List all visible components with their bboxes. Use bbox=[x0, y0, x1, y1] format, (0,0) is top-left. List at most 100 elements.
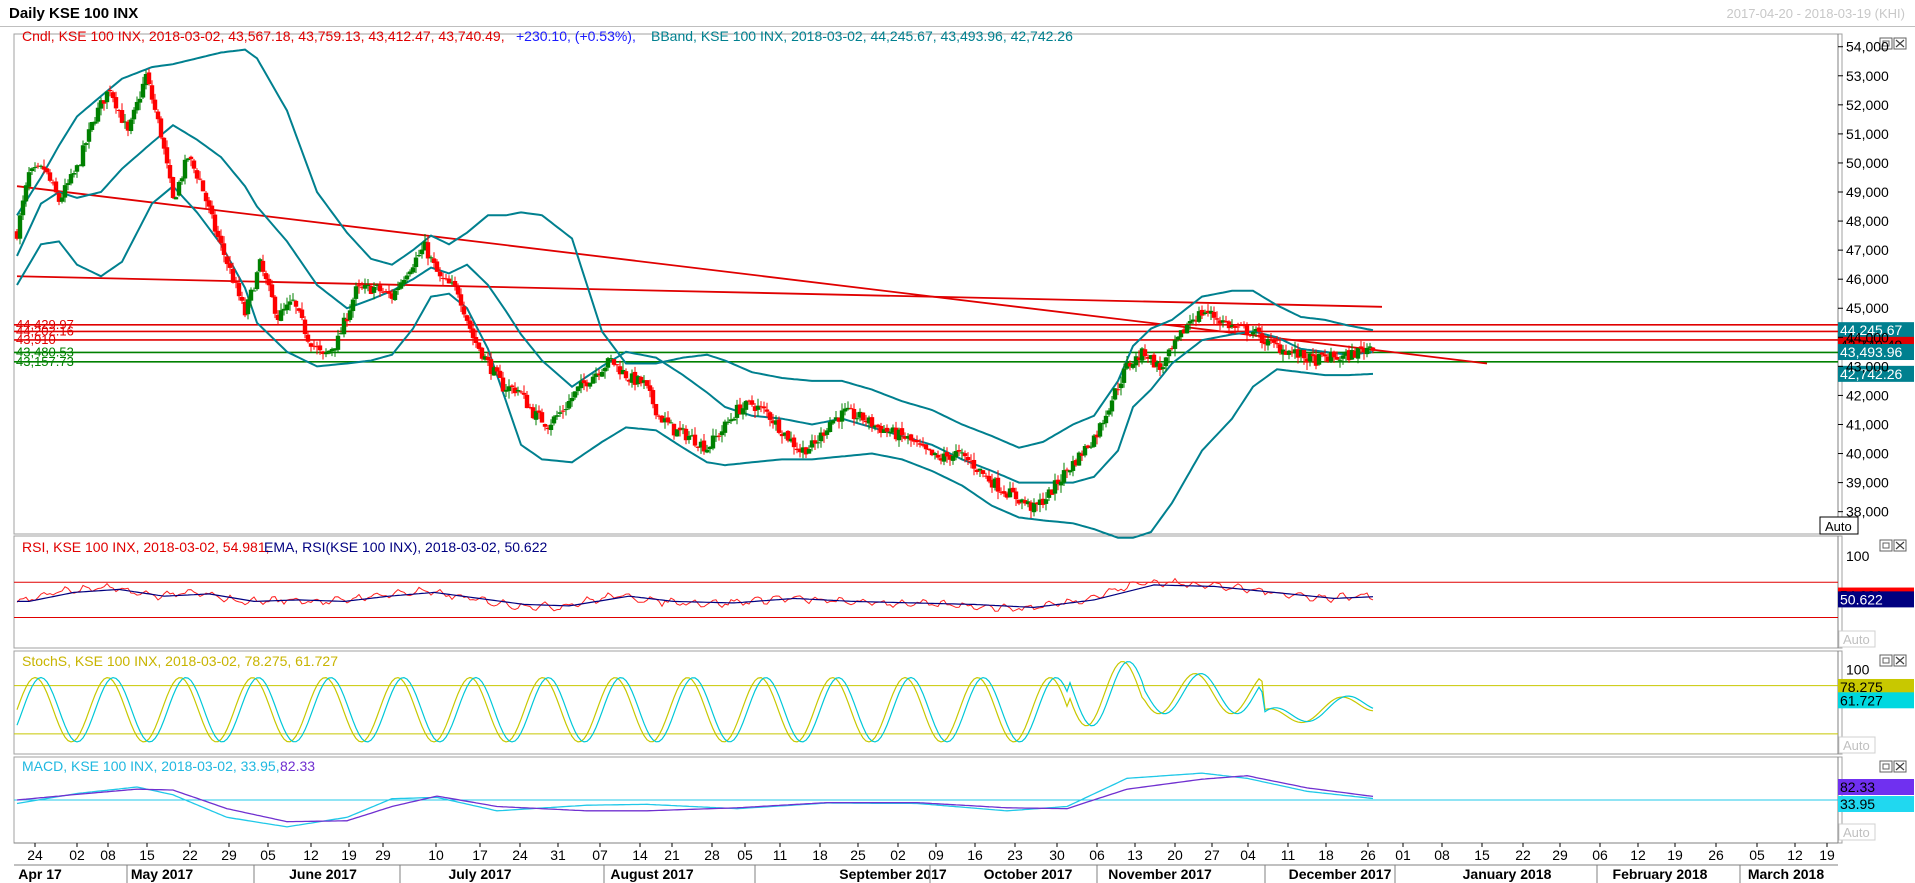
candle bbox=[149, 80, 155, 104]
candle bbox=[1199, 305, 1205, 319]
candle bbox=[152, 93, 158, 113]
panel-restore-icon bbox=[1879, 760, 1893, 773]
candle bbox=[632, 366, 638, 391]
candle bbox=[926, 448, 932, 451]
candle bbox=[722, 419, 728, 437]
candle bbox=[1259, 325, 1265, 349]
chart-title: Daily KSE 100 INX bbox=[9, 5, 139, 22]
candle bbox=[92, 116, 98, 126]
candle bbox=[662, 412, 668, 429]
price-axis-label: 54,000 bbox=[1846, 39, 1889, 55]
candle bbox=[218, 229, 224, 251]
candle-body bbox=[905, 436, 911, 439]
candle-body bbox=[455, 286, 461, 295]
candle bbox=[452, 276, 458, 291]
candle bbox=[209, 200, 215, 219]
auto-scale-price[interactable]: Auto bbox=[1819, 516, 1859, 535]
candle-body bbox=[257, 259, 263, 272]
candle-body bbox=[146, 72, 152, 85]
candle bbox=[914, 435, 920, 447]
candle-body bbox=[197, 178, 203, 180]
candle bbox=[98, 97, 104, 116]
rsi-panel[interactable]: 10054.98150.622 bbox=[14, 548, 1914, 619]
horizontal-level-label: 43,480.53 bbox=[16, 344, 74, 359]
candle bbox=[1367, 342, 1373, 354]
candle-body bbox=[839, 410, 845, 422]
candle-body bbox=[317, 345, 323, 351]
candle bbox=[752, 402, 758, 419]
candle bbox=[707, 446, 713, 454]
candle-body bbox=[1346, 350, 1352, 361]
candle-body bbox=[209, 205, 215, 215]
stoch-legend: StochS, KSE 100 INX, 2018-03-02, 78.275,… bbox=[22, 653, 338, 669]
candle bbox=[428, 255, 434, 263]
candle bbox=[968, 454, 974, 469]
macd-badge-bg bbox=[1838, 796, 1914, 812]
candle-body bbox=[1169, 348, 1175, 350]
candle-body bbox=[1049, 489, 1055, 495]
candle bbox=[509, 384, 515, 394]
candle-body bbox=[956, 450, 962, 452]
panel-restore-icon-inner bbox=[1882, 542, 1890, 549]
candle bbox=[602, 366, 608, 379]
candle-body bbox=[311, 345, 317, 347]
candle-body bbox=[767, 412, 773, 420]
candle-body bbox=[644, 380, 650, 386]
candle-body bbox=[1031, 502, 1037, 513]
candle bbox=[872, 424, 878, 431]
candle-body bbox=[416, 255, 422, 257]
candle bbox=[797, 443, 803, 458]
candle-body bbox=[1103, 415, 1109, 424]
candle-body bbox=[1253, 328, 1259, 332]
candle-body bbox=[386, 291, 392, 294]
panel-restore-icon bbox=[1879, 654, 1893, 667]
time-axis-day-label: 31 bbox=[550, 847, 566, 863]
candle-body bbox=[986, 475, 992, 482]
auto-scale-stoch[interactable]: Auto bbox=[1838, 736, 1876, 754]
candle bbox=[845, 401, 851, 411]
candle bbox=[1028, 500, 1034, 519]
auto-scale-rsi[interactable]: Auto bbox=[1838, 630, 1876, 648]
candle-body bbox=[1082, 445, 1088, 456]
candle-body bbox=[656, 415, 662, 417]
candle bbox=[347, 304, 353, 323]
candle-body bbox=[1232, 325, 1238, 328]
price-axis-label: 42,000 bbox=[1846, 387, 1889, 403]
auto-scale-macd[interactable]: Auto bbox=[1838, 823, 1876, 841]
time-axis-month-label: February 2018 bbox=[1613, 866, 1708, 882]
panel-restore-icon-inner bbox=[1882, 763, 1890, 770]
candle-body bbox=[1343, 351, 1349, 356]
candle-body bbox=[674, 429, 680, 437]
candle-body bbox=[851, 408, 857, 420]
price-panel[interactable]: 44,429.9744,202.1643,91043,480.5343,157.… bbox=[14, 48, 1914, 539]
candle-body bbox=[932, 453, 938, 456]
candle-body bbox=[1190, 319, 1196, 322]
candle bbox=[260, 254, 266, 277]
candle bbox=[767, 411, 773, 427]
macd-badge-text: 33.95 bbox=[1840, 796, 1875, 812]
candle bbox=[407, 269, 413, 277]
candle bbox=[815, 435, 821, 449]
candle-body bbox=[1145, 357, 1151, 359]
candle-body bbox=[971, 459, 977, 469]
candle bbox=[29, 167, 35, 175]
candle-body bbox=[68, 174, 74, 184]
candle-body bbox=[95, 107, 101, 122]
candle-body bbox=[1181, 329, 1187, 334]
candle-body bbox=[1043, 499, 1049, 504]
candle bbox=[290, 293, 296, 302]
horizontal-level-label: 44,429.97 bbox=[16, 317, 74, 332]
candle bbox=[629, 369, 635, 388]
candle-body bbox=[104, 91, 110, 103]
candle-body bbox=[521, 392, 527, 395]
candle-body bbox=[1166, 349, 1172, 357]
candle-body bbox=[530, 407, 536, 419]
candle-body bbox=[884, 427, 890, 432]
candle-body bbox=[614, 364, 620, 366]
candle-body bbox=[71, 173, 77, 175]
candle bbox=[155, 109, 161, 124]
candle-body bbox=[569, 397, 575, 402]
